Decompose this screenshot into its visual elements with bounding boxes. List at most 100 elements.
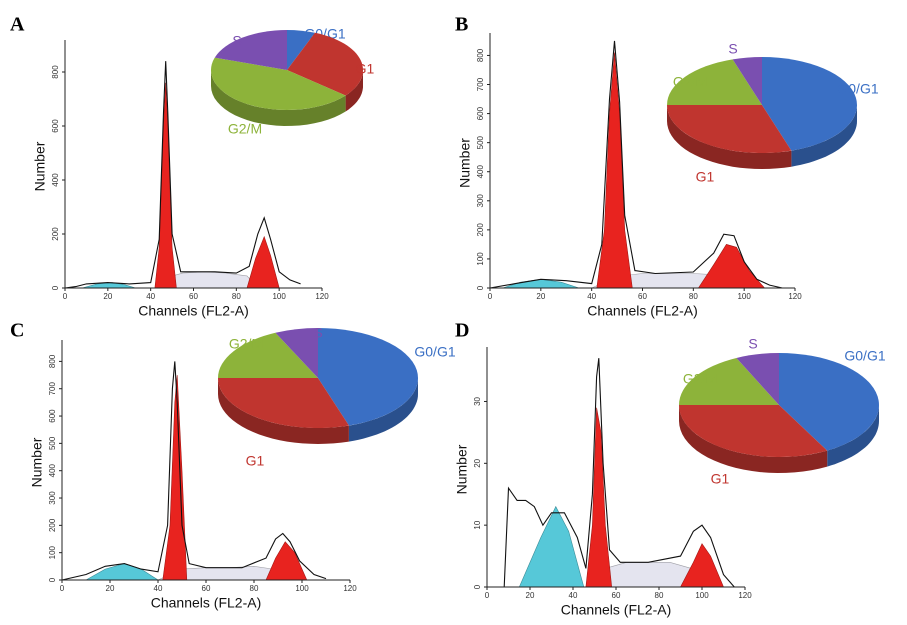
x-tick-label: 100 bbox=[695, 591, 709, 600]
panel-label: D bbox=[455, 320, 469, 342]
histogram-area bbox=[84, 563, 160, 581]
pie-label: G0/G1 bbox=[414, 344, 455, 360]
pie-slice bbox=[762, 57, 858, 151]
x-tick-label: 0 bbox=[488, 292, 493, 301]
histogram-area bbox=[154, 82, 177, 289]
pie-slice bbox=[287, 30, 315, 70]
pie-slice bbox=[667, 59, 762, 105]
pie-slice bbox=[287, 32, 364, 96]
x-axis-label: Channels (FL2-A) bbox=[138, 303, 249, 319]
x-tick-label: 60 bbox=[612, 591, 621, 600]
x-tick-label: 20 bbox=[106, 584, 115, 593]
y-tick-label: 0 bbox=[48, 577, 57, 582]
histogram-line bbox=[61, 361, 327, 581]
x-tick-label: 60 bbox=[189, 292, 198, 301]
pie-side bbox=[679, 405, 828, 473]
x-tick-label: 80 bbox=[250, 584, 259, 593]
y-tick-label: 600 bbox=[48, 409, 57, 423]
y-tick-label: 700 bbox=[476, 77, 485, 91]
x-tick-label: 80 bbox=[655, 591, 664, 600]
x-tick-label: 120 bbox=[738, 591, 752, 600]
x-tick-label: 120 bbox=[315, 292, 329, 301]
pie-side bbox=[345, 70, 363, 112]
y-tick-label: 100 bbox=[476, 252, 485, 266]
pie-label: G0/G1 bbox=[844, 348, 885, 364]
panel-label: A bbox=[10, 14, 25, 36]
y-tick-label: 30 bbox=[473, 396, 482, 405]
y-tick-label: 20 bbox=[473, 458, 482, 467]
y-tick-label: 200 bbox=[48, 518, 57, 532]
pie-side bbox=[667, 105, 792, 169]
pie-slice bbox=[218, 332, 318, 378]
x-tick-label: 0 bbox=[63, 292, 68, 301]
y-tick-label: 600 bbox=[51, 119, 60, 133]
x-tick-label: 100 bbox=[737, 292, 751, 301]
y-tick-label: 400 bbox=[48, 463, 57, 477]
pie-label: G1 bbox=[696, 169, 715, 185]
x-tick-label: 40 bbox=[587, 292, 596, 301]
y-tick-label: 800 bbox=[476, 48, 485, 62]
x-tick-label: 100 bbox=[295, 584, 309, 593]
x-tick-label: 0 bbox=[485, 591, 490, 600]
pie-label: S bbox=[728, 41, 737, 57]
panel-label: B bbox=[455, 14, 468, 36]
y-tick-label: 200 bbox=[476, 223, 485, 237]
pie-slice bbox=[679, 405, 828, 457]
y-tick-label: 300 bbox=[476, 194, 485, 208]
pie-slice bbox=[667, 105, 792, 153]
histogram-area bbox=[265, 541, 308, 581]
x-tick-label: 120 bbox=[788, 292, 802, 301]
pie-slice bbox=[732, 57, 762, 105]
y-tick-label: 10 bbox=[473, 520, 482, 529]
pie-label: G1 bbox=[356, 61, 375, 77]
y-axis-label: Number bbox=[32, 141, 48, 191]
pie-label: S bbox=[313, 325, 322, 341]
y-tick-label: 0 bbox=[51, 285, 60, 290]
pie-slice bbox=[218, 378, 349, 428]
histogram-area bbox=[585, 407, 613, 588]
x-tick-label: 100 bbox=[272, 292, 286, 301]
x-axis-label: Channels (FL2-A) bbox=[587, 303, 698, 319]
x-tick-label: 60 bbox=[202, 584, 211, 593]
pie-label: G1 bbox=[246, 453, 265, 469]
y-tick-label: 500 bbox=[48, 436, 57, 450]
histogram-area bbox=[518, 505, 585, 588]
pie-label: G1 bbox=[711, 471, 730, 487]
pie-side bbox=[218, 378, 349, 444]
x-tick-label: 120 bbox=[343, 584, 357, 593]
panel-label: C bbox=[10, 320, 24, 342]
pie-slice bbox=[214, 30, 287, 70]
histogram-line bbox=[64, 61, 301, 289]
x-tick-label: 20 bbox=[526, 591, 535, 600]
pie-label: S bbox=[232, 33, 241, 49]
x-tick-label: 60 bbox=[638, 292, 647, 301]
y-tick-label: 400 bbox=[51, 173, 60, 187]
pie-slice bbox=[318, 328, 418, 426]
histogram-line bbox=[503, 358, 735, 588]
y-axis-label: Number bbox=[29, 437, 45, 487]
y-tick-label: 800 bbox=[51, 65, 60, 79]
pie-label: G2/M bbox=[673, 74, 707, 90]
y-tick-label: 0 bbox=[473, 584, 482, 589]
x-tick-label: 80 bbox=[689, 292, 698, 301]
pie-label: S bbox=[748, 336, 757, 352]
y-tick-label: 700 bbox=[48, 382, 57, 396]
histogram-area bbox=[680, 543, 724, 588]
histogram-line bbox=[489, 40, 783, 289]
y-axis-label: Number bbox=[457, 138, 473, 188]
y-tick-label: 100 bbox=[48, 545, 57, 559]
y-tick-label: 800 bbox=[48, 354, 57, 368]
pie-side bbox=[211, 70, 346, 126]
x-tick-label: 80 bbox=[232, 292, 241, 301]
histogram-area bbox=[697, 244, 766, 289]
y-tick-label: 300 bbox=[48, 491, 57, 505]
pie-slice bbox=[736, 353, 779, 405]
pie-slice bbox=[275, 328, 318, 378]
y-tick-label: 400 bbox=[476, 165, 485, 179]
histogram-area bbox=[246, 235, 280, 289]
x-tick-label: 20 bbox=[103, 292, 112, 301]
pie-slice bbox=[779, 353, 879, 451]
y-tick-label: 200 bbox=[51, 227, 60, 241]
pie-slice bbox=[211, 57, 346, 110]
